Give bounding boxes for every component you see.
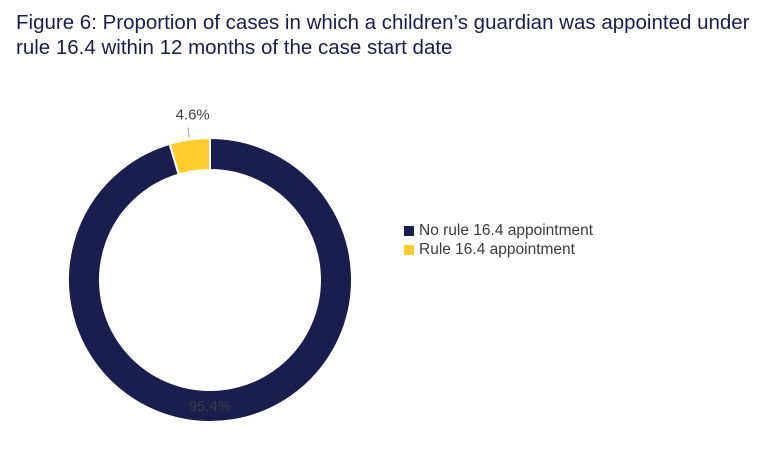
legend-item-appointment: Rule 16.4 appointment <box>404 240 593 259</box>
chart-title-line-1: Figure 6: Proportion of cases in which a… <box>16 11 750 34</box>
chart-title: Figure 6: Proportion of cases in which a… <box>16 10 766 60</box>
chart-title-line-2: rule 16.4 within 12 months of the case s… <box>16 36 453 59</box>
legend-swatch-appointment <box>404 244 414 255</box>
donut-slice-no-rule-16-4-appointment <box>67 136 353 423</box>
legend-label-no-appointment: No rule 16.4 appointment <box>419 221 594 239</box>
data-label-rule-16-4-appointment: 4.6% <box>176 107 210 124</box>
legend-item-no-appointment: No rule 16.4 appointment <box>404 221 593 240</box>
chart-legend: No rule 16.4 appointment Rule 16.4 appoi… <box>404 221 593 259</box>
legend-swatch-no-appointment <box>404 225 414 236</box>
data-label-no-rule-16-4-appointment: 95.4% <box>189 398 232 415</box>
leader-line-rule-16-4-appointment <box>187 127 190 138</box>
legend-label-appointment: Rule 16.4 appointment <box>419 240 575 258</box>
